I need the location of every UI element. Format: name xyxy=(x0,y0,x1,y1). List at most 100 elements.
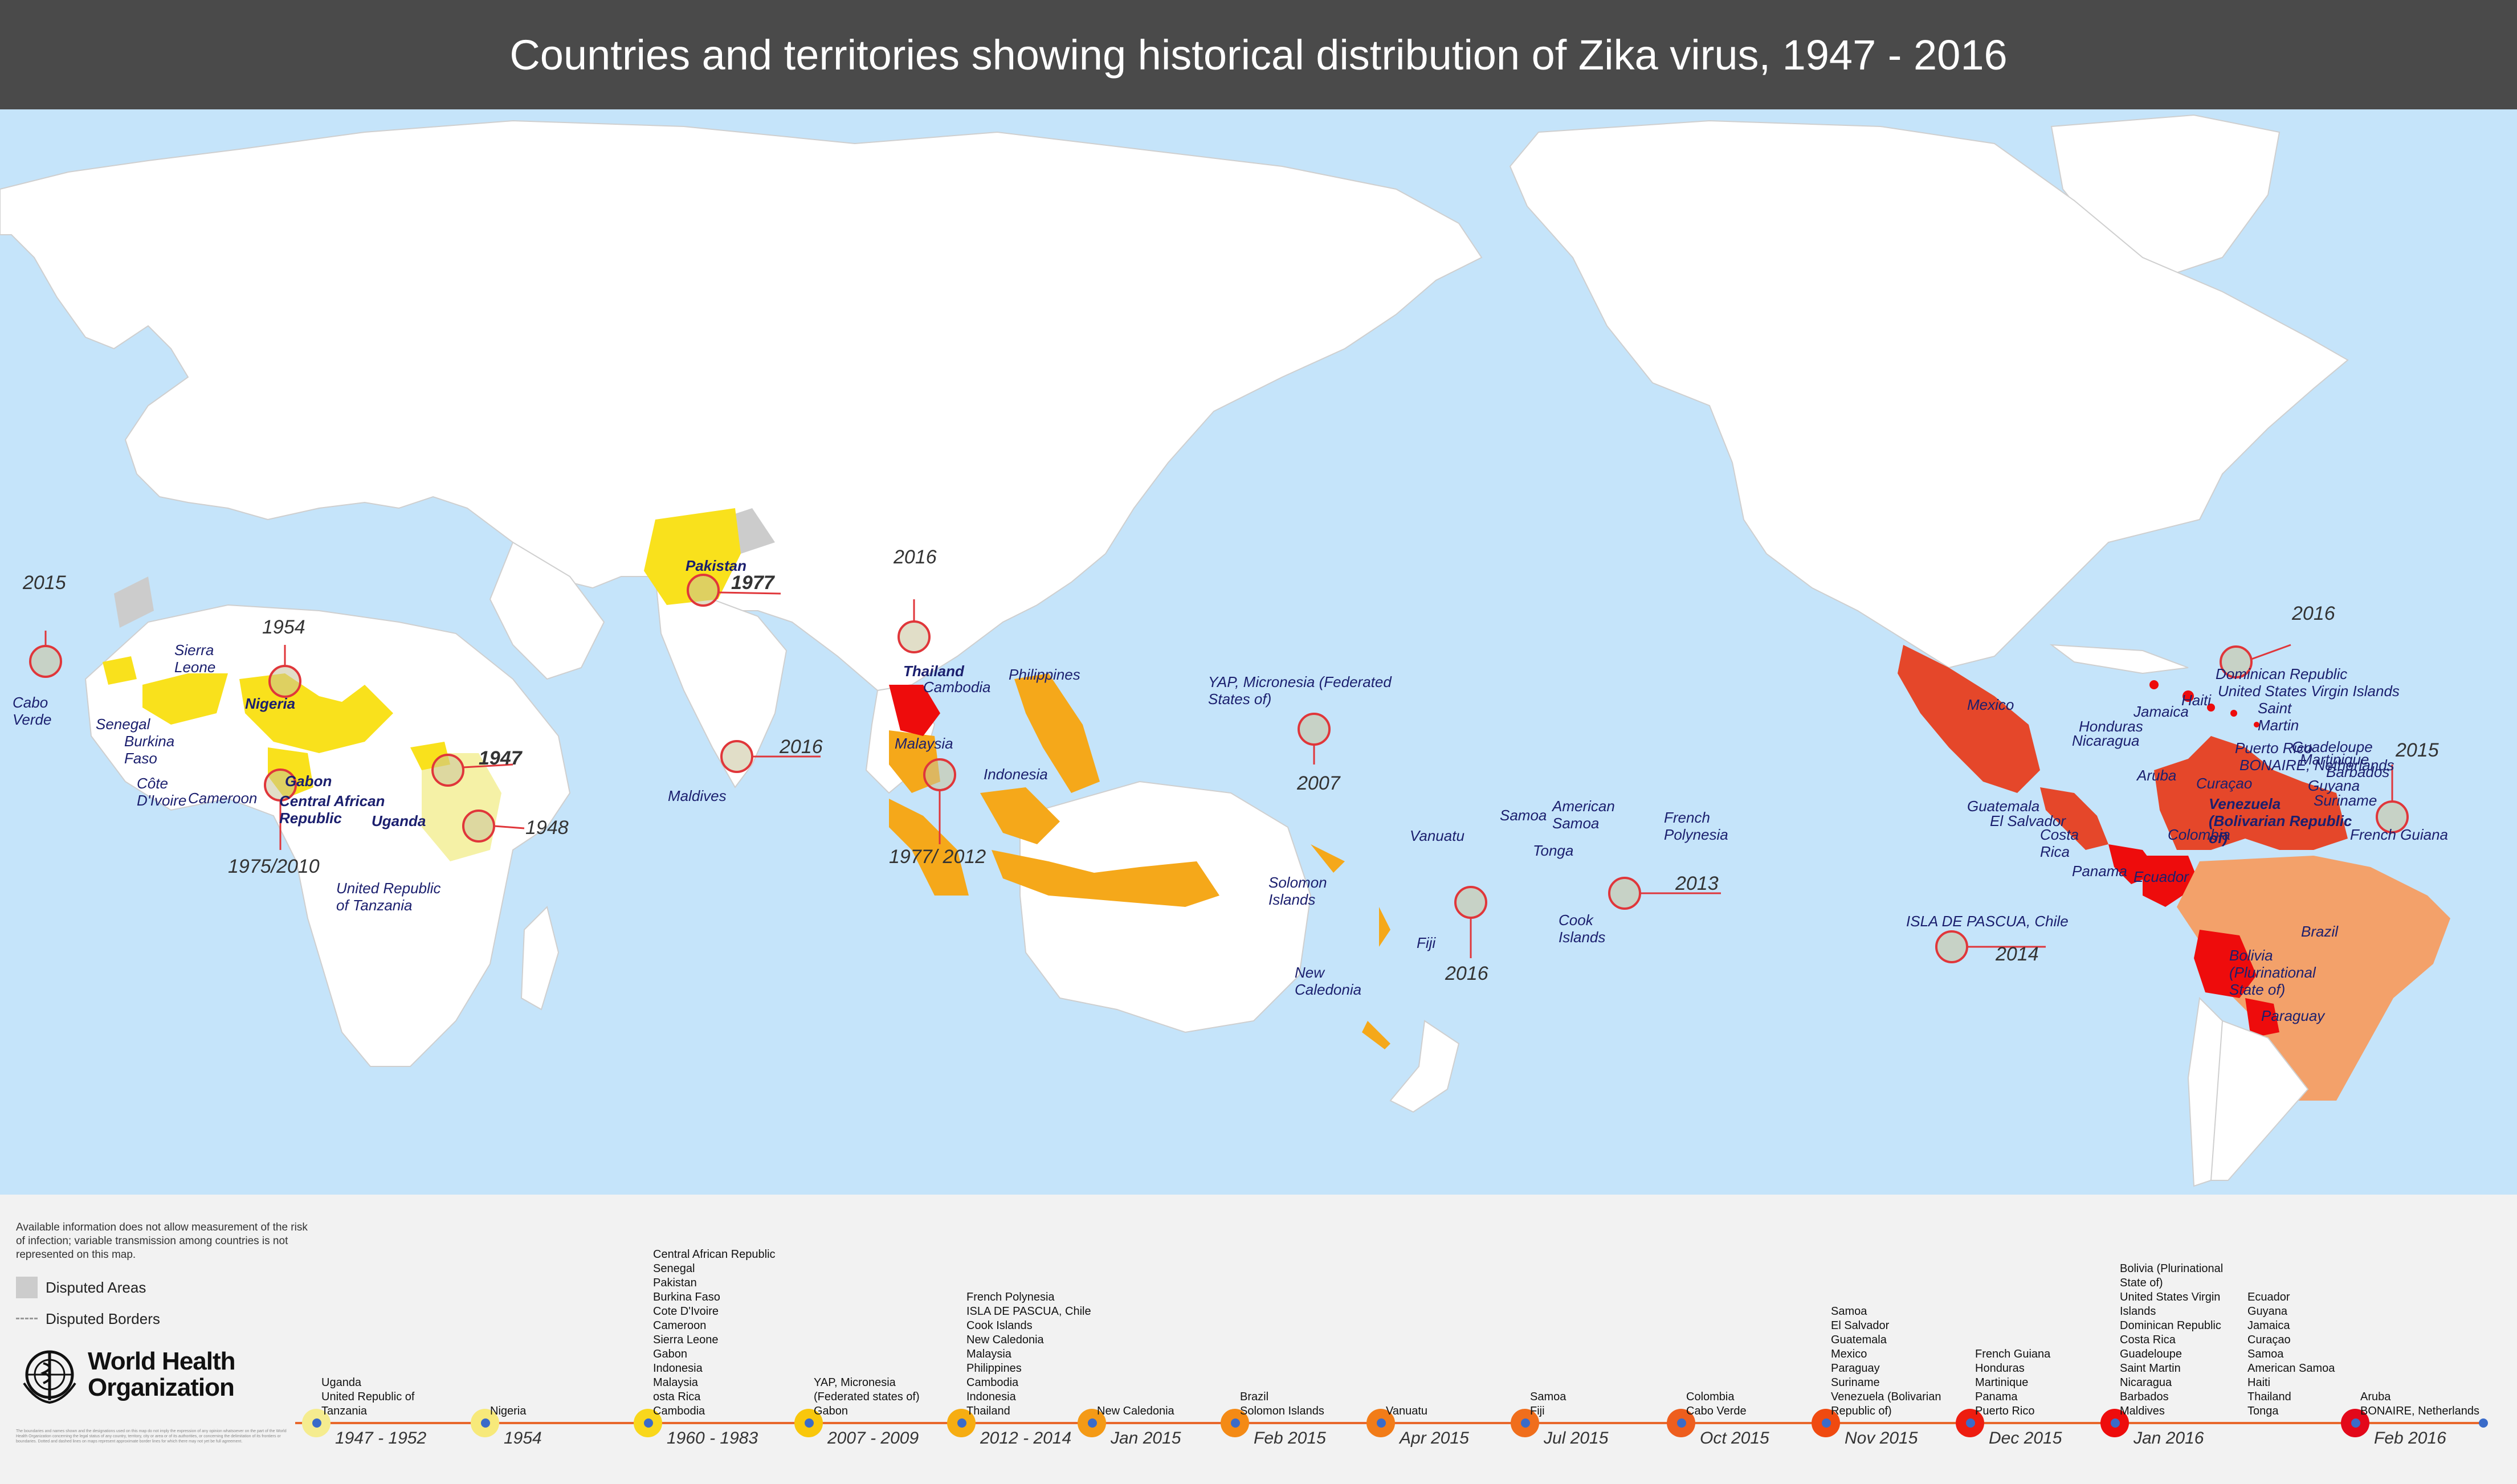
label-maldives: Maldives xyxy=(668,787,727,804)
timeline-point xyxy=(312,1418,321,1428)
label-brazil: Brazil xyxy=(2301,923,2339,940)
ecuador-area xyxy=(2143,856,2200,907)
indonesia-area xyxy=(992,850,1219,907)
timeline-point xyxy=(1822,1418,1831,1428)
label-cambodia: Cambodia xyxy=(923,678,991,696)
year-caribbean: 2016 xyxy=(2291,603,2335,624)
label-curacao: Curaçao xyxy=(2196,775,2252,792)
year-cabo-verde: 2015 xyxy=(22,572,66,594)
marker-nigeria xyxy=(268,665,301,698)
marker-malaysia xyxy=(923,758,956,791)
label-el-salvador: El Salvador xyxy=(1990,812,2066,829)
timeline-point xyxy=(644,1418,653,1428)
label-costa-rica: Costa Rica xyxy=(2040,826,2079,860)
year-pakistan: 1977 xyxy=(731,572,776,594)
label-samoa: Samoa xyxy=(1500,807,1547,824)
year-french-polynesia: 2013 xyxy=(1675,873,1719,894)
timeline-period-label: 1954 xyxy=(504,1429,542,1448)
year-isla-de-pascua: 2014 xyxy=(1995,943,2039,965)
label-colombia: Colombia xyxy=(2168,826,2230,843)
timeline-point xyxy=(1521,1418,1530,1428)
timeline-period-label: Jan 2016 xyxy=(2133,1429,2204,1448)
west-africa-area xyxy=(142,673,228,725)
disputed-area-western-sahara xyxy=(114,577,154,628)
label-nicaragua: Nicaragua xyxy=(2072,732,2140,749)
timeline-end-point xyxy=(2479,1418,2488,1428)
brazil-area xyxy=(2177,856,2450,1101)
label-new-caledonia: New Caledonia xyxy=(1295,964,1361,998)
timeline-period-label: Nov 2015 xyxy=(1845,1429,1918,1448)
legend-disputed-borders-label: Disputed Borders xyxy=(46,1310,160,1327)
year-tanzania: 1948 xyxy=(525,817,569,839)
map-title: Countries and territories showing histor… xyxy=(509,31,2008,79)
legend-disputed-areas: Disputed Areas xyxy=(16,1277,146,1298)
label-french-polynesia: French Polynesia xyxy=(1664,809,1728,843)
label-sierra-leone: Sierra Leone xyxy=(174,641,215,676)
label-yap: YAP, Micronesia (Federated States of) xyxy=(1208,673,1392,708)
timeline-country-list: Ecuador Guyana Jamaica Curaçao Samoa Ame… xyxy=(2247,1291,2335,1417)
label-suriname: Suriname xyxy=(2314,792,2377,809)
timeline-point xyxy=(957,1418,966,1428)
label-nigeria: Nigeria xyxy=(245,695,295,712)
year-malaysia: 1977/ 2012 xyxy=(889,846,986,868)
timeline-period-label: Apr 2015 xyxy=(1400,1429,1469,1448)
label-tonga: Tonga xyxy=(1533,842,1573,859)
label-cabo-verde: Cabo Verde xyxy=(13,694,51,728)
new-caledonia-area xyxy=(1362,1021,1390,1049)
disputed-area-swatch xyxy=(16,1277,38,1298)
world-map: 2015 1954 1975/2010 1947 1948 1977 2016 … xyxy=(0,109,2517,1195)
disclaimer: The boundaries and names shown and the d… xyxy=(16,1429,287,1444)
timeline-point xyxy=(481,1418,490,1428)
label-vanuatu: Vanuatu xyxy=(1410,827,1464,844)
timeline-country-list: Colombia Cabo Verde xyxy=(1686,1391,1747,1417)
timeline-country-list: YAP, Micronesia (Federated states of) Ga… xyxy=(814,1376,920,1417)
label-senegal: Senegal xyxy=(96,716,151,733)
label-dominican-republic: Dominican Republic xyxy=(2216,665,2347,682)
marker-french-polynesia xyxy=(1608,877,1641,910)
label-martinique: Martinique xyxy=(2300,751,2369,768)
land xyxy=(0,114,2349,1113)
label-guadeloupe: Guadeloupe xyxy=(2292,738,2373,755)
year-gabon: 1975/2010 xyxy=(228,856,320,877)
label-puerto-rico: Puerto Rico xyxy=(2235,739,2312,757)
paraguay-area xyxy=(2245,998,2279,1038)
marker-thailand xyxy=(898,620,931,653)
timeline-country-list: Bolivia (Plurinational State of) United … xyxy=(2120,1262,2224,1417)
label-guyana: Guyana xyxy=(2308,777,2360,794)
legend-disputed-borders: Disputed Borders xyxy=(16,1310,160,1328)
label-cook: Cook Islands xyxy=(1559,911,1605,946)
label-isla-de-pascua: ISLA DE PASCUA, Chile xyxy=(1906,913,2069,930)
timeline-country-list: Uganda United Republic of Tanzania xyxy=(321,1376,415,1417)
marker-pakistan xyxy=(687,574,720,607)
label-thailand: Thailand xyxy=(903,663,965,680)
timeline-country-list: Nigeria xyxy=(490,1405,527,1417)
label-uganda: Uganda xyxy=(372,812,426,829)
label-malaysia: Malaysia xyxy=(895,735,953,752)
borneo-area xyxy=(980,787,1060,844)
label-usvi: United States Virgin Islands xyxy=(2218,682,2400,700)
timeline-point xyxy=(1966,1418,1975,1428)
timeline-period-label: 2007 - 2009 xyxy=(827,1429,919,1448)
timeline-period-label: 1947 - 1952 xyxy=(335,1429,427,1448)
timeline-country-list: Brazil Solomon Islands xyxy=(1240,1391,1324,1417)
thailand-area xyxy=(889,685,940,736)
timeline-period-label: Oct 2015 xyxy=(1700,1429,1769,1448)
who-name: World Health Organization xyxy=(88,1347,236,1401)
year-uganda: 1947 xyxy=(479,747,523,769)
label-ecuador: Ecuador xyxy=(2133,868,2189,885)
marker-isla-de-pascua xyxy=(1935,930,1968,963)
timeline-period-label: Feb 2016 xyxy=(2374,1429,2446,1448)
year-yap: 2007 xyxy=(1296,772,1341,794)
marker-tanzania xyxy=(462,810,495,843)
label-pakistan: Pakistan xyxy=(686,557,746,574)
senegal-area xyxy=(103,656,137,685)
marker-maldives xyxy=(720,740,753,773)
northern-south-america-area xyxy=(2154,736,2348,850)
central-america-area xyxy=(2040,787,2108,850)
marker-fiji xyxy=(1454,886,1487,919)
timeline-country-list: Aruba BONAIRE, Netherlands xyxy=(2360,1391,2479,1417)
solomon-area xyxy=(1311,844,1345,873)
timeline-country-list: French Guiana Honduras Martinique Panama… xyxy=(1975,1348,2051,1417)
year-maldives: 2016 xyxy=(779,736,823,758)
label-gabon: Gabon xyxy=(285,772,332,790)
